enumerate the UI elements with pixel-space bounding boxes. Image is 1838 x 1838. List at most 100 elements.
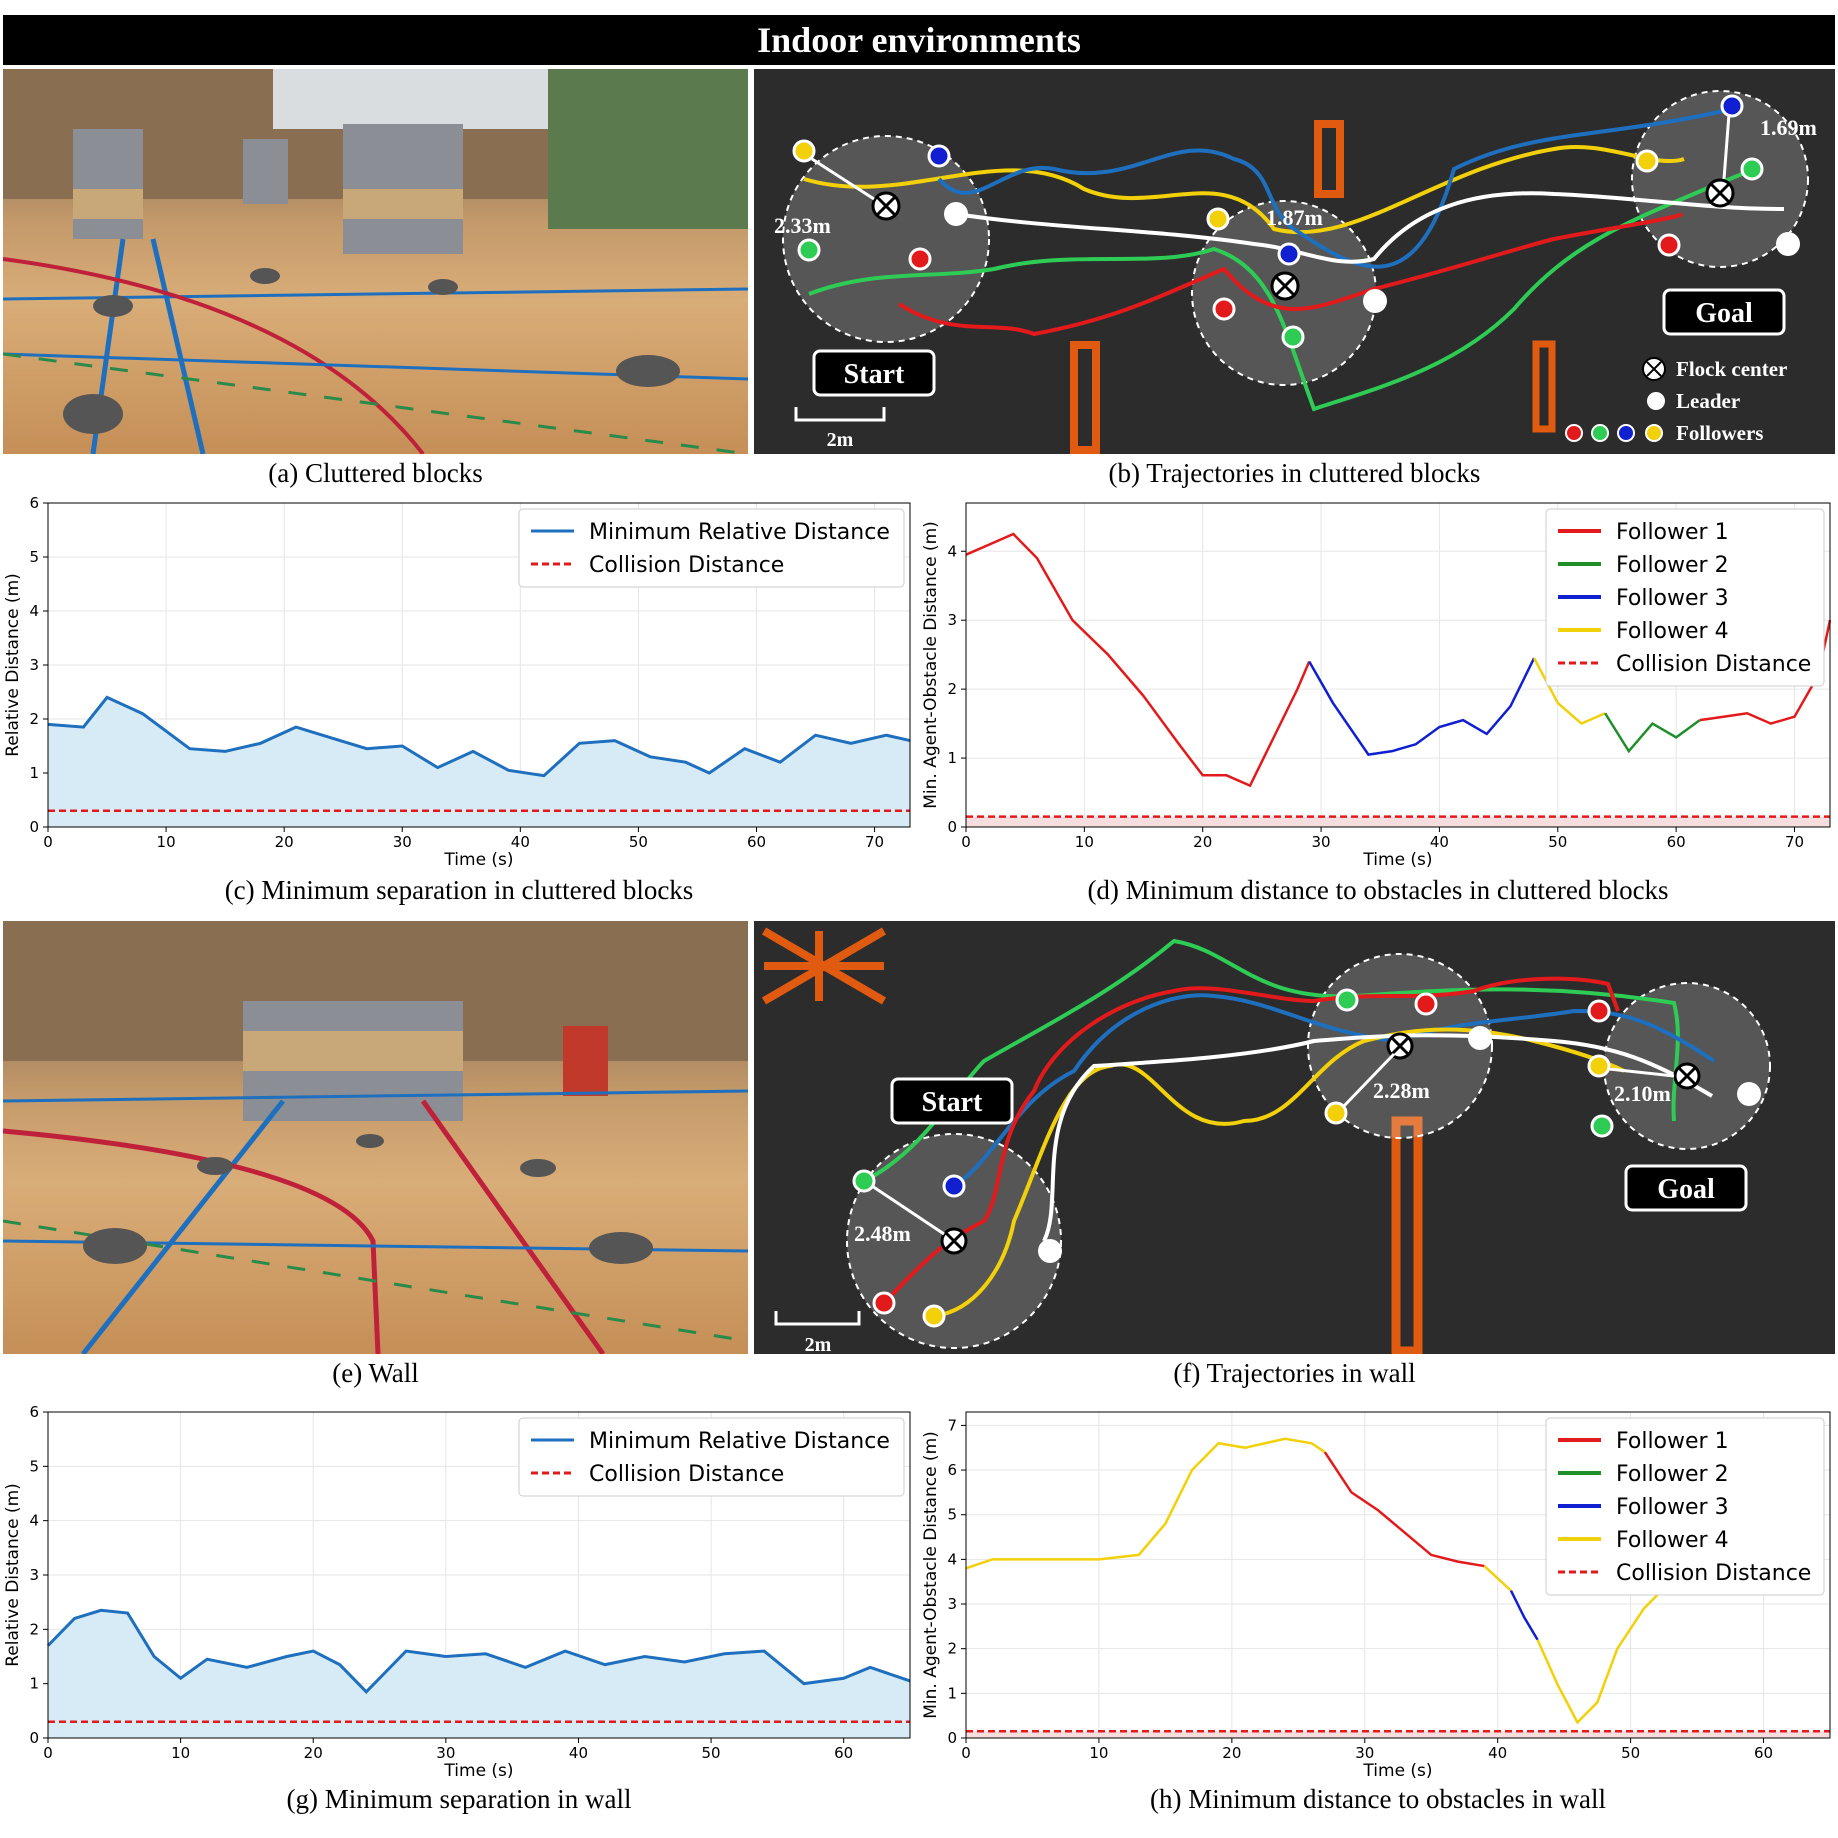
- y-tick-label: 7: [947, 1416, 957, 1434]
- x-tick-label: 70: [865, 833, 884, 851]
- distance-label-3: 1.69m: [1760, 115, 1817, 140]
- caption-h: (h) Minimum distance to obstacles in wal…: [1150, 1784, 1606, 1814]
- caption-c: (c) Minimum separation in cluttered bloc…: [224, 875, 694, 905]
- y-tick-label: 4: [29, 1512, 39, 1530]
- x-tick-label: 50: [1621, 1744, 1640, 1762]
- x-tick-label: 10: [157, 833, 176, 851]
- distance-label-2: 2.28m: [1373, 1078, 1430, 1103]
- y-tick-label: 0: [947, 818, 957, 836]
- legend-entry: Collision Distance: [589, 553, 784, 578]
- legend-flock-center: Flock center: [1676, 357, 1787, 381]
- collision-band: [966, 816, 1830, 827]
- x-tick-label: 40: [1430, 833, 1449, 851]
- legend-entry: Follower 1: [1616, 520, 1729, 545]
- x-tick-label: 40: [569, 1744, 588, 1762]
- x-tick-label: 50: [702, 1744, 721, 1762]
- caption-g: (g) Minimum separation in wall: [286, 1784, 632, 1814]
- legend-box: [518, 1417, 905, 1497]
- x-tick-label: 30: [1355, 1744, 1374, 1762]
- legend-followers: Followers: [1676, 421, 1763, 445]
- figure-title: Indoor environments: [3, 15, 1835, 65]
- x-tick-label: 30: [1312, 833, 1331, 851]
- chart-g: 0 10 20 30 40 50 60 0 1 2 3 4 5 6 Time (s) Relative Dis…: [0, 1398, 918, 1790]
- distance-label-2: 1.87m: [1266, 205, 1323, 230]
- y-tick-label: 3: [29, 656, 39, 674]
- y-tick-label: 4: [947, 542, 957, 560]
- legend-entry: Follower 4: [1616, 619, 1729, 644]
- caption-e: (e) Wall: [332, 1358, 419, 1388]
- x-tick-label: 50: [629, 833, 648, 851]
- x-tick-label: 0: [961, 833, 971, 851]
- distance-label-3: 2.10m: [1614, 1081, 1671, 1106]
- x-tick-label: 30: [393, 833, 412, 851]
- chart-d: 0 10 20 30 40 50 60 70 0 1 2 3 4 Time (s) Min. Agent-O…: [918, 495, 1838, 873]
- x-tick-label: 0: [43, 833, 53, 851]
- x-tick-label: 10: [171, 1744, 190, 1762]
- y-tick-label: 6: [947, 1461, 957, 1479]
- caption-f: (f) Trajectories in wall: [1173, 1358, 1416, 1388]
- y-tick-label: 1: [29, 1675, 39, 1693]
- y-tick-label: 3: [947, 611, 957, 629]
- x-tick-label: 0: [961, 1744, 971, 1762]
- y-axis-label: Min. Agent-Obstacle Distance (m): [921, 1431, 941, 1719]
- x-tick-label: 20: [1193, 833, 1212, 851]
- legend-box: [1545, 1417, 1825, 1596]
- distance-label-1: 2.48m: [854, 1221, 911, 1246]
- collision-band: [966, 1731, 1830, 1738]
- y-axis-label: Min. Agent-Obstacle Distance (m): [921, 521, 941, 809]
- x-tick-label: 40: [511, 833, 530, 851]
- min-distance-line: [46, 1608, 911, 1694]
- y-axis-label: Relative Distance (m): [3, 573, 23, 757]
- min-distance-area: [48, 1610, 910, 1738]
- y-tick-label: 1: [947, 749, 957, 767]
- legend-entry: Follower 2: [1616, 1462, 1729, 1487]
- x-tick-label: 30: [436, 1744, 455, 1762]
- y-tick-label: 5: [947, 1506, 957, 1524]
- y-tick-label: 2: [29, 710, 39, 728]
- caption-b: (b) Trajectories in cluttered blocks: [1108, 458, 1481, 488]
- y-tick-label: 5: [29, 548, 39, 566]
- follower-segment-f3: [1509, 1590, 1539, 1641]
- scale-label: 2m: [827, 429, 854, 451]
- photo-cluttered-blocks: [3, 69, 748, 454]
- x-axis-label: Time (s): [1362, 850, 1432, 870]
- y-tick-label: 2: [29, 1620, 39, 1638]
- x-tick-label: 20: [1222, 1744, 1241, 1762]
- legend-entry: Follower 4: [1616, 1528, 1729, 1553]
- x-axis-label: Time (s): [443, 850, 513, 870]
- legend-leader: Leader: [1676, 389, 1740, 413]
- y-tick-label: 2: [947, 680, 957, 698]
- x-tick-label: 0: [43, 1744, 53, 1762]
- start-label: Start: [844, 359, 905, 390]
- goal-label: Goal: [1657, 1174, 1715, 1205]
- photo-wall: [3, 921, 748, 1354]
- legend-entry: Follower 3: [1616, 1495, 1729, 1520]
- x-tick-label: 10: [1089, 1744, 1108, 1762]
- min-distance-line: [47, 695, 911, 778]
- x-axis-label: Time (s): [443, 1761, 513, 1781]
- x-tick-label: 20: [304, 1744, 323, 1762]
- follower-segment-f3: [1308, 657, 1536, 756]
- y-tick-label: 3: [947, 1595, 957, 1613]
- legend-box: [1545, 508, 1825, 687]
- map-trajectories-wall: 2.48m 2.28m 2.10m Start Goal 2m: [754, 921, 1835, 1354]
- legend-entry: Minimum Relative Distance: [589, 520, 890, 545]
- x-tick-label: 60: [834, 1744, 853, 1762]
- y-tick-label: 5: [29, 1457, 39, 1475]
- x-axis-label: Time (s): [1362, 1761, 1432, 1781]
- follower-segment-f4: [1483, 1565, 1512, 1592]
- scale-label: 2m: [805, 1334, 832, 1354]
- x-tick-label: 60: [747, 833, 766, 851]
- x-tick-label: 50: [1548, 833, 1567, 851]
- chart-c: 0 10 20 30 40 50 60 70 0 1 2 3 4 5 6 Time (s) Relative D…: [0, 494, 918, 873]
- legend-entry: Minimum Relative Distance: [589, 1429, 890, 1454]
- x-tick-label: 60: [1667, 833, 1686, 851]
- legend-entry: Collision Distance: [1616, 652, 1811, 677]
- y-tick-label: 1: [947, 1684, 957, 1702]
- goal-label: Goal: [1695, 298, 1753, 329]
- legend-box: [518, 508, 905, 588]
- y-tick-label: 0: [29, 818, 39, 836]
- legend-entry: Collision Distance: [1616, 1561, 1811, 1586]
- caption-d: (d) Minimum distance to obstacles in clu…: [1087, 875, 1669, 905]
- x-tick-label: 70: [1785, 833, 1804, 851]
